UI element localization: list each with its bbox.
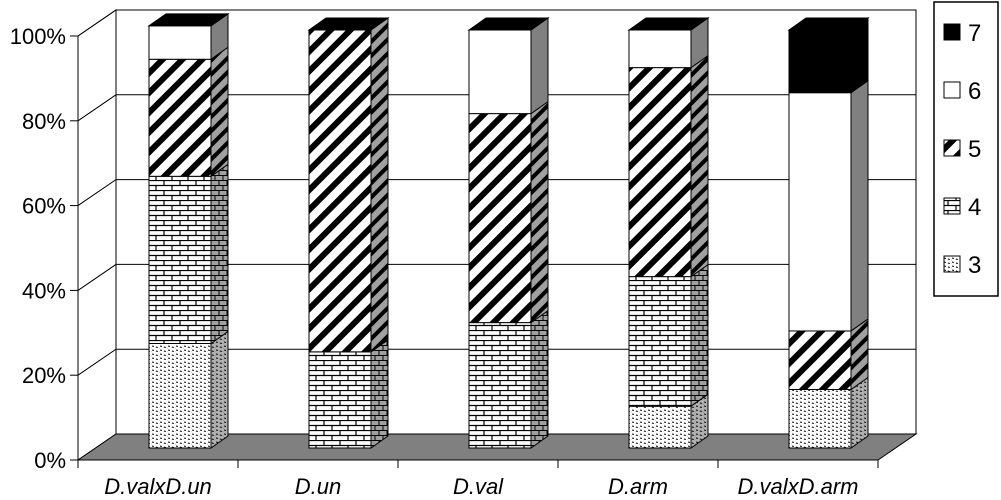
- legend-swatch: [943, 81, 961, 99]
- bar-segment: [148, 25, 212, 60]
- gridline: [77, 9, 916, 37]
- x-category-label: D.arm: [608, 474, 668, 499]
- side-wall: [77, 9, 117, 461]
- legend-label: 5: [968, 136, 981, 163]
- x-category-label: D.valxD.un: [104, 474, 212, 499]
- bar-top: [147, 13, 230, 27]
- bar-segment: [468, 29, 532, 115]
- bar-segment: [308, 29, 372, 353]
- bar-segment: [788, 29, 852, 94]
- x-category-label: D.valxD.arm: [737, 474, 858, 499]
- bar-segment: [468, 113, 532, 324]
- bar-segment-side: [690, 54, 709, 278]
- legend-swatch: [943, 255, 961, 273]
- y-tick-label: 60%: [22, 194, 66, 219]
- bar-segment: [148, 58, 212, 177]
- bar-top: [627, 17, 710, 31]
- bar-segment: [788, 388, 852, 449]
- bars: [147, 12, 870, 449]
- y-tick-label: 40%: [22, 278, 66, 303]
- bar-segment: [148, 175, 212, 344]
- bar-segment-side: [210, 163, 229, 345]
- legend-label: 4: [968, 194, 981, 221]
- bar-stack: [787, 17, 870, 449]
- y-axis-tick-labels: 0% 20% 40% 60% 80% 100%: [10, 24, 66, 473]
- bar-segment-side: [530, 100, 549, 324]
- legend-swatch: [943, 197, 961, 215]
- y-tick-label: 100%: [10, 24, 66, 49]
- legend-label: 7: [968, 20, 981, 47]
- bar-segment: [468, 322, 532, 449]
- bar-segment-side: [370, 338, 389, 449]
- x-category-label: D.un: [295, 474, 341, 499]
- bar-segment: [788, 92, 852, 332]
- legend-swatch: [943, 23, 961, 41]
- axes: [70, 35, 879, 468]
- bar-segment-side: [210, 330, 229, 449]
- bar-segment-side: [850, 17, 869, 94]
- bar-segment-side: [370, 17, 389, 353]
- y-tick-label: 20%: [22, 363, 66, 388]
- bar-top: [467, 17, 550, 31]
- bar-segment-side: [210, 46, 229, 178]
- bar-stack: [627, 17, 710, 449]
- bar-stack: [467, 17, 550, 449]
- bar-segment: [308, 351, 372, 449]
- bar-segment-side: [690, 263, 709, 408]
- bar-segment: [628, 67, 692, 278]
- bar-segment: [148, 343, 212, 449]
- bar-stack: [147, 12, 230, 449]
- bar-segment-side: [530, 17, 549, 115]
- bar-segment-side: [530, 309, 549, 449]
- bar-top: [307, 17, 390, 31]
- bar-segment: [628, 29, 692, 69]
- legend: 7 6 5 4 3: [933, 1, 999, 297]
- bar-segment: [628, 276, 692, 407]
- bar-segment-side: [850, 79, 869, 332]
- bar-stack: [307, 17, 390, 449]
- bar-top: [787, 17, 870, 31]
- legend-label: 3: [968, 252, 981, 279]
- y-tick-label: 80%: [22, 109, 66, 134]
- legend-swatch: [943, 139, 961, 157]
- legend-label: 6: [968, 78, 981, 105]
- y-tick-label: 0%: [34, 448, 66, 473]
- bar-segment: [628, 405, 692, 449]
- x-category-label: D.val: [453, 474, 504, 499]
- x-axis-category-labels: D.valxD.un D.un D.val D.arm D.valxD.arm: [104, 474, 858, 499]
- bar-segment: [788, 330, 852, 390]
